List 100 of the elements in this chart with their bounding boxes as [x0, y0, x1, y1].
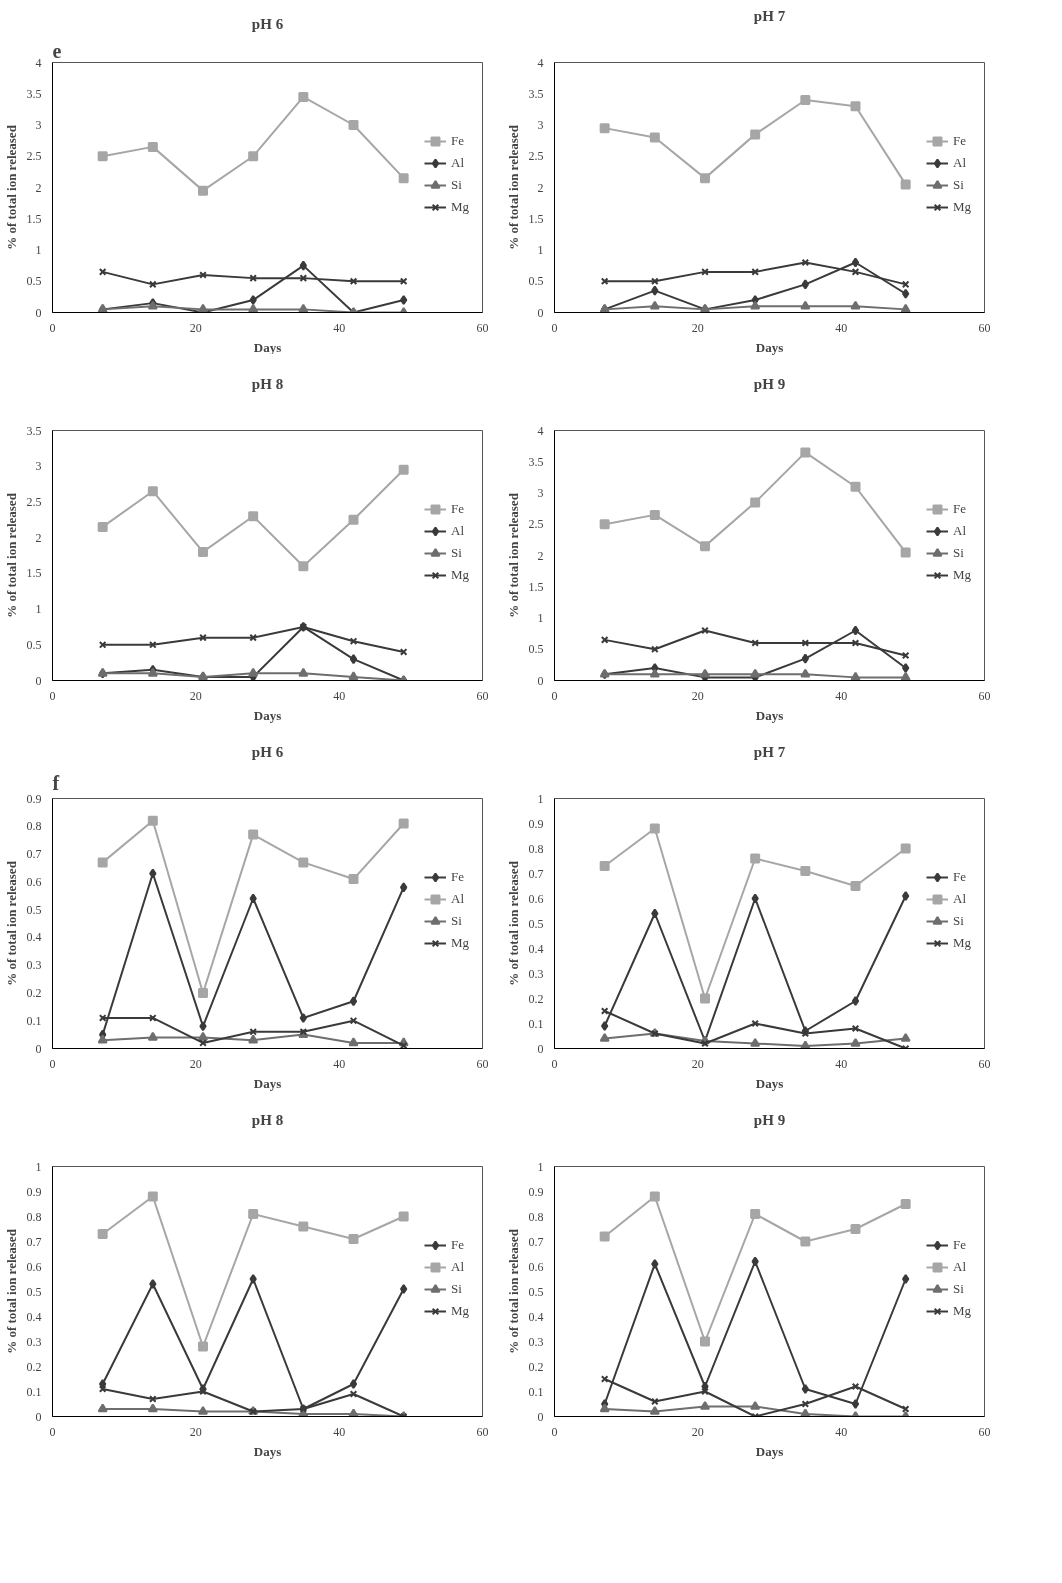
legend-label: Si: [953, 1281, 965, 1297]
x-tick-label: 20: [691, 320, 704, 335]
y-axis-title: % of total ion released: [3, 1228, 19, 1354]
x-axis-title: Days: [755, 339, 784, 355]
y-tick-label: 0.1: [26, 1384, 42, 1399]
y-tick-label: 3.5: [26, 423, 42, 438]
y-tick-label: 3: [537, 486, 544, 500]
x-tick-label: 20: [691, 1424, 704, 1439]
y-tick-label: 2.5: [528, 149, 544, 164]
y-tick-label: 0.4: [26, 930, 42, 945]
legend-label: Si: [451, 177, 463, 193]
legend-label: Mg: [451, 567, 471, 583]
y-tick-label: 3.5: [528, 454, 544, 469]
legend-label: Si: [953, 177, 965, 193]
y-tick-label: 0.5: [26, 902, 42, 917]
x-axis-title: Days: [253, 339, 282, 355]
legend-label: Mg: [953, 199, 973, 215]
x-axis-title: Days: [755, 1075, 784, 1091]
legend-label: Fe: [953, 133, 967, 149]
legend-label: Fe: [451, 1237, 465, 1253]
legend-label: Mg: [451, 199, 471, 215]
y-tick-label: 1: [35, 243, 42, 257]
legend-label: Al: [953, 1259, 967, 1275]
y-tick-label: 0: [537, 305, 544, 320]
y-axis-title: % of total ion released: [505, 492, 521, 618]
y-tick-label: 0.3: [26, 1334, 42, 1349]
y-axis-title: % of total ion released: [3, 124, 19, 250]
legend-label: Mg: [451, 1303, 471, 1319]
y-tick-label: 2: [537, 548, 544, 563]
y-tick-label: 0.9: [26, 1184, 42, 1199]
legend-label: Si: [953, 545, 965, 561]
y-tick-label: 0.7: [26, 847, 42, 862]
y-tick-label: 0.7: [26, 1234, 42, 1249]
x-axis-title: Days: [253, 707, 282, 723]
chart-title: pH 7: [753, 7, 786, 24]
x-tick-label: 0: [49, 1056, 56, 1071]
y-tick-label: 2: [35, 180, 42, 195]
x-axis-title: Days: [755, 1443, 784, 1459]
y-tick-label: 2.5: [26, 149, 42, 164]
y-tick-label: 1: [537, 1159, 544, 1174]
y-tick-label: 1.5: [26, 566, 42, 581]
text: e: [52, 39, 62, 62]
legend-label: Fe: [953, 1237, 967, 1253]
legend-label: Mg: [953, 567, 973, 583]
legend-label: Mg: [451, 935, 471, 951]
x-tick-label: 40: [835, 1056, 848, 1071]
x-tick-label: 60: [978, 688, 991, 703]
y-tick-label: 1.5: [528, 211, 544, 226]
y-tick-label: 1: [537, 611, 544, 625]
legend-label: Al: [953, 155, 967, 171]
x-tick-label: 0: [49, 688, 56, 703]
x-tick-label: 20: [691, 1056, 704, 1071]
legend-label: Al: [451, 155, 465, 171]
y-tick-label: 0.8: [528, 841, 544, 856]
legend-label: Mg: [953, 935, 973, 951]
y-tick-label: 0.5: [26, 1284, 42, 1299]
y-tick-label: 0.8: [528, 1209, 544, 1224]
x-tick-label: 20: [189, 1056, 202, 1071]
y-tick-label: 0.8: [26, 819, 42, 834]
legend-label: Si: [953, 913, 965, 929]
legend-label: Mg: [953, 1303, 973, 1319]
x-tick-label: 60: [476, 1056, 489, 1071]
y-tick-label: 0: [35, 1041, 42, 1056]
x-tick-label: 40: [835, 1424, 848, 1439]
y-tick-label: 0.2: [528, 1359, 544, 1374]
legend-label: Al: [451, 1259, 465, 1275]
y-tick-label: 1: [35, 602, 42, 617]
y-tick-label: 0.5: [528, 1284, 544, 1299]
y-tick-label: 0.2: [26, 1359, 42, 1374]
y-tick-label: 1: [537, 791, 544, 806]
y-tick-label: 1.5: [528, 579, 544, 594]
y-tick-label: 0: [35, 673, 42, 688]
y-tick-label: 0.6: [528, 1259, 544, 1274]
legend-label: Fe: [953, 501, 967, 517]
y-tick-label: 0.4: [528, 941, 544, 956]
y-axis-title: % of total ion released: [505, 1228, 521, 1354]
y-tick-label: 0.7: [528, 1234, 544, 1249]
x-axis-title: Days: [253, 1075, 282, 1091]
chart-title: pH 6: [251, 15, 284, 32]
chart-title: pH 6: [251, 743, 284, 760]
chart-title: pH 8: [251, 375, 284, 392]
y-tick-label: 0.4: [26, 1309, 42, 1324]
x-axis-title: Days: [755, 707, 784, 723]
y-tick-label: 0.7: [528, 866, 544, 881]
x-tick-label: 0: [49, 320, 56, 335]
legend-label: Fe: [451, 869, 465, 885]
y-tick-label: 0.2: [26, 985, 42, 1000]
x-tick-label: 20: [189, 320, 202, 335]
y-tick-label: 0.9: [26, 791, 42, 806]
y-tick-label: 0.3: [26, 958, 42, 973]
legend-label: Al: [451, 891, 465, 907]
x-tick-label: 40: [333, 688, 346, 703]
y-tick-label: 1: [35, 1159, 42, 1174]
y-tick-label: 0: [537, 1041, 544, 1056]
x-tick-label: 60: [476, 1424, 489, 1439]
x-tick-label: 40: [333, 320, 346, 335]
y-axis-title: % of total ion released: [505, 124, 521, 250]
x-tick-label: 60: [476, 688, 489, 703]
y-axis-title: % of total ion released: [505, 860, 521, 986]
x-tick-label: 0: [551, 1056, 558, 1071]
